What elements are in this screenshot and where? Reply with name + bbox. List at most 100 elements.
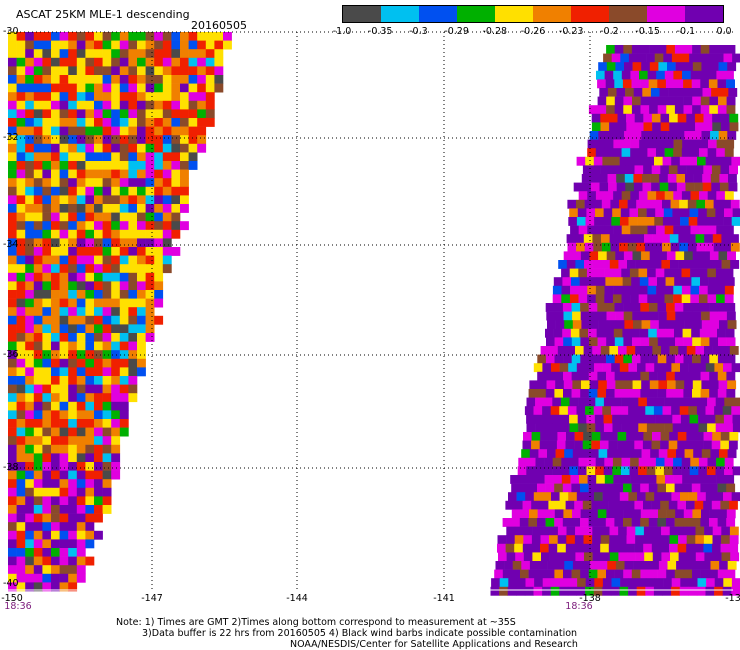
swath-pixel xyxy=(154,144,163,153)
swath-pixel xyxy=(567,200,576,209)
swath-pixel xyxy=(572,372,581,381)
swath-pixel xyxy=(704,535,713,544)
swath-pixel xyxy=(709,570,718,579)
swath-pixel xyxy=(665,71,674,80)
swath-pixel xyxy=(42,471,51,480)
swath-pixel xyxy=(641,337,650,346)
swath-pixel xyxy=(42,548,51,557)
swath-pixel xyxy=(518,458,527,467)
swath-pixel xyxy=(553,458,562,467)
swath-pixel xyxy=(725,191,734,200)
swath-pixel xyxy=(630,269,639,278)
swath-pixel xyxy=(725,71,734,80)
swath-pixel xyxy=(665,148,674,157)
swath-pixel xyxy=(561,423,570,432)
swath-pixel xyxy=(623,105,632,114)
swath-pixel xyxy=(25,505,34,514)
swath-pixel xyxy=(642,320,651,329)
swath-pixel xyxy=(699,475,708,484)
swath-pixel xyxy=(523,544,532,553)
swath-pixel xyxy=(632,97,641,106)
swath-pixel xyxy=(663,406,672,415)
swath-pixel xyxy=(710,509,719,518)
swath-pixel xyxy=(17,436,26,445)
swath-pixel xyxy=(163,161,172,170)
swath-pixel xyxy=(606,570,615,579)
swath-pixel xyxy=(25,247,34,256)
swath-pixel xyxy=(77,488,86,497)
swath-pixel xyxy=(607,312,616,321)
swath-pixel xyxy=(94,170,103,179)
swath-pixel xyxy=(642,174,651,183)
swath-pixel xyxy=(180,84,189,93)
swath-pixel xyxy=(708,191,717,200)
swath-pixel xyxy=(713,552,722,561)
swath-pixel xyxy=(600,114,609,123)
swath-pixel xyxy=(593,552,602,561)
swath-pixel xyxy=(128,41,137,50)
swath-pixel xyxy=(163,75,172,84)
swath-pixel xyxy=(693,380,702,389)
swath-pixel xyxy=(693,320,702,329)
swath-pixel xyxy=(60,213,69,222)
swath-pixel xyxy=(60,299,69,308)
swath-pixel xyxy=(25,514,34,523)
swath-pixel xyxy=(704,527,713,536)
swath-pixel xyxy=(590,449,599,458)
swath-pixel xyxy=(697,157,706,166)
swath-pixel xyxy=(666,105,675,114)
swath-pixel xyxy=(590,561,599,570)
swath-pixel xyxy=(661,346,670,355)
longitude-label: -144 xyxy=(286,593,308,604)
swath-pixel xyxy=(528,484,537,493)
swath-pixel xyxy=(528,518,537,527)
swath-pixel xyxy=(103,101,112,110)
swath-pixel xyxy=(25,522,34,531)
swath-pixel xyxy=(154,195,163,204)
swath-pixel xyxy=(128,92,137,101)
swath-pixel xyxy=(111,49,120,58)
swath-pixel xyxy=(695,441,704,450)
swath-pixel xyxy=(635,165,644,174)
swath-pixel xyxy=(592,114,601,123)
swath-pixel xyxy=(42,531,51,540)
swath-pixel xyxy=(535,415,544,424)
swath-pixel xyxy=(631,475,640,484)
swath-pixel xyxy=(622,475,631,484)
swath-pixel xyxy=(690,458,699,467)
swath-pixel xyxy=(577,578,586,587)
swath-pixel xyxy=(111,410,120,419)
swath-pixel xyxy=(617,441,626,450)
swath-pixel xyxy=(599,174,608,183)
swath-pixel xyxy=(640,372,649,381)
swath-pixel xyxy=(635,535,644,544)
swath-pixel xyxy=(558,346,567,355)
swath-pixel xyxy=(572,389,581,398)
swath-pixel xyxy=(542,587,551,596)
swath-pixel xyxy=(25,548,34,557)
swath-pixel xyxy=(723,578,732,587)
swath-pixel xyxy=(128,316,137,325)
swath-pixel xyxy=(103,402,112,411)
swath-pixel xyxy=(120,367,129,376)
swath-pixel xyxy=(616,131,625,140)
swath-pixel xyxy=(701,337,710,346)
swath-pixel xyxy=(506,527,515,536)
swath-pixel xyxy=(658,303,667,312)
swath-pixel xyxy=(649,105,658,114)
swath-pixel xyxy=(597,79,606,88)
swath-pixel xyxy=(575,260,584,269)
swath-pixel xyxy=(94,333,103,342)
swath-pixel xyxy=(653,552,662,561)
swath-pixel xyxy=(94,342,103,351)
swath-pixel xyxy=(682,140,691,149)
swath-pixel xyxy=(706,406,715,415)
swath-pixel xyxy=(146,135,155,144)
swath-pixel xyxy=(572,509,581,518)
swath-pixel xyxy=(641,355,650,364)
swath-pixel xyxy=(677,88,686,97)
swath-pixel xyxy=(51,445,60,454)
swath-pixel xyxy=(685,449,694,458)
swath-pixel xyxy=(583,432,592,441)
swath-pixel xyxy=(720,441,729,450)
